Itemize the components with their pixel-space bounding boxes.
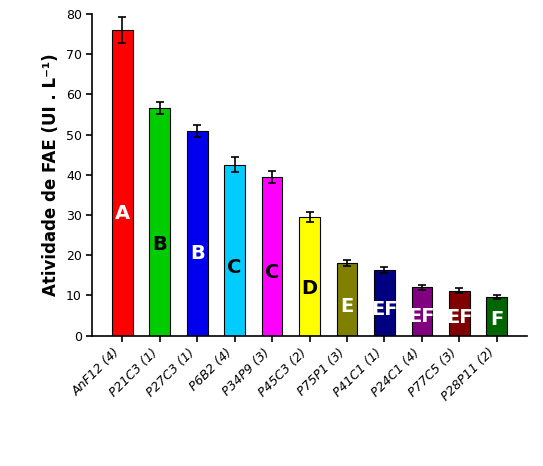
Text: F: F	[490, 310, 503, 329]
Y-axis label: Atividade de FAE (UI . L⁻¹): Atividade de FAE (UI . L⁻¹)	[42, 54, 60, 296]
Text: B: B	[153, 235, 167, 254]
Bar	[299, 217, 320, 336]
Bar	[412, 287, 432, 336]
Text: C: C	[228, 258, 242, 277]
Text: EF: EF	[371, 300, 397, 319]
Bar	[187, 130, 207, 336]
Text: D: D	[301, 279, 318, 298]
Text: B: B	[190, 244, 205, 263]
Bar	[224, 164, 245, 336]
Text: EF: EF	[446, 308, 472, 327]
Bar	[149, 109, 170, 336]
Text: C: C	[265, 262, 279, 281]
Bar	[487, 296, 507, 336]
Text: E: E	[340, 297, 353, 316]
Bar	[374, 270, 395, 336]
Text: EF: EF	[408, 307, 435, 326]
Bar	[449, 290, 470, 336]
Text: A: A	[115, 204, 130, 223]
Bar	[262, 177, 282, 336]
Bar	[112, 30, 132, 336]
Bar	[337, 263, 357, 336]
